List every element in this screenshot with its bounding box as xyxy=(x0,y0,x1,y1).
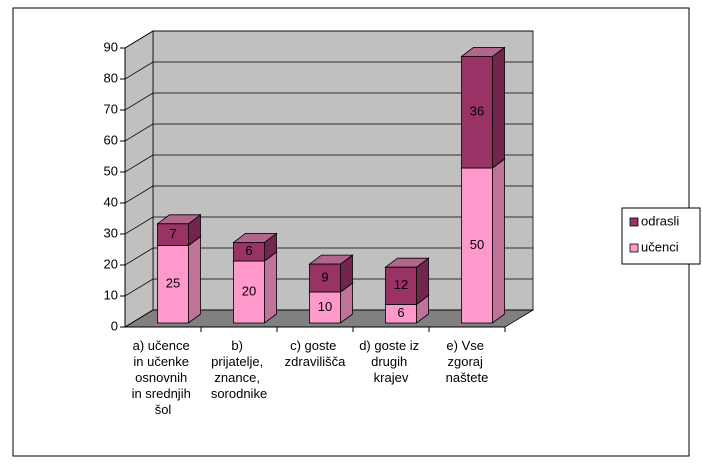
bar-side xyxy=(492,46,505,169)
y-tick-label: 10 xyxy=(104,287,118,302)
value-label: 36 xyxy=(470,104,484,119)
y-tick-label: 0 xyxy=(111,318,118,333)
legend-swatch xyxy=(629,243,639,253)
x-tick-label: b) prijatelje, znance, sorodnike xyxy=(211,338,267,401)
value-label: 9 xyxy=(321,269,328,284)
bar xyxy=(461,56,493,169)
value-label: 50 xyxy=(470,237,484,252)
bar xyxy=(233,241,265,262)
legend: odrasli učenci xyxy=(621,207,701,265)
value-label: 25 xyxy=(166,276,180,291)
legend-label: odrasli xyxy=(641,213,679,228)
value-label: 7 xyxy=(169,226,176,241)
x-tick-label: d) goste iz drugih krajev xyxy=(359,338,423,385)
grid-line xyxy=(124,92,533,111)
y-tick-label: 80 xyxy=(104,70,118,85)
y-tick-label: 20 xyxy=(104,256,118,271)
bar-side xyxy=(492,158,505,324)
grid-line xyxy=(124,30,533,49)
bar-side xyxy=(188,235,201,324)
y-tick-label: 70 xyxy=(104,101,118,116)
value-label: 10 xyxy=(318,299,332,314)
x-tick-label: a) učence in učenke osnovnih in srednjih… xyxy=(132,338,195,417)
legend-box xyxy=(621,207,701,265)
y-tick-label: 60 xyxy=(104,132,118,147)
grid-line xyxy=(124,247,533,266)
side-wall xyxy=(124,30,154,328)
bar xyxy=(233,260,265,324)
bar xyxy=(309,263,341,293)
legend-swatch xyxy=(629,217,639,227)
y-tick-label: 90 xyxy=(104,39,118,54)
grid-line xyxy=(124,61,533,80)
value-label: 6 xyxy=(397,305,404,320)
x-tick-label: e) Vse zgoraj naštete xyxy=(446,338,489,385)
bar xyxy=(157,223,189,246)
value-label: 6 xyxy=(245,243,252,258)
bar-side xyxy=(264,251,277,324)
y-tick-label: 30 xyxy=(104,225,118,240)
grid-line xyxy=(124,123,533,142)
value-label: 20 xyxy=(242,283,256,298)
y-tick-label: 40 xyxy=(104,194,118,209)
bar xyxy=(461,167,493,324)
grid-line xyxy=(124,154,533,173)
legend-label: učenci xyxy=(641,239,679,254)
x-tick-label: c) goste zdravilišča xyxy=(285,338,346,369)
y-tick-label: 50 xyxy=(104,163,118,178)
bar xyxy=(385,266,417,305)
grid-line xyxy=(124,216,533,235)
value-label: 12 xyxy=(394,277,408,292)
grid-line xyxy=(124,185,533,204)
